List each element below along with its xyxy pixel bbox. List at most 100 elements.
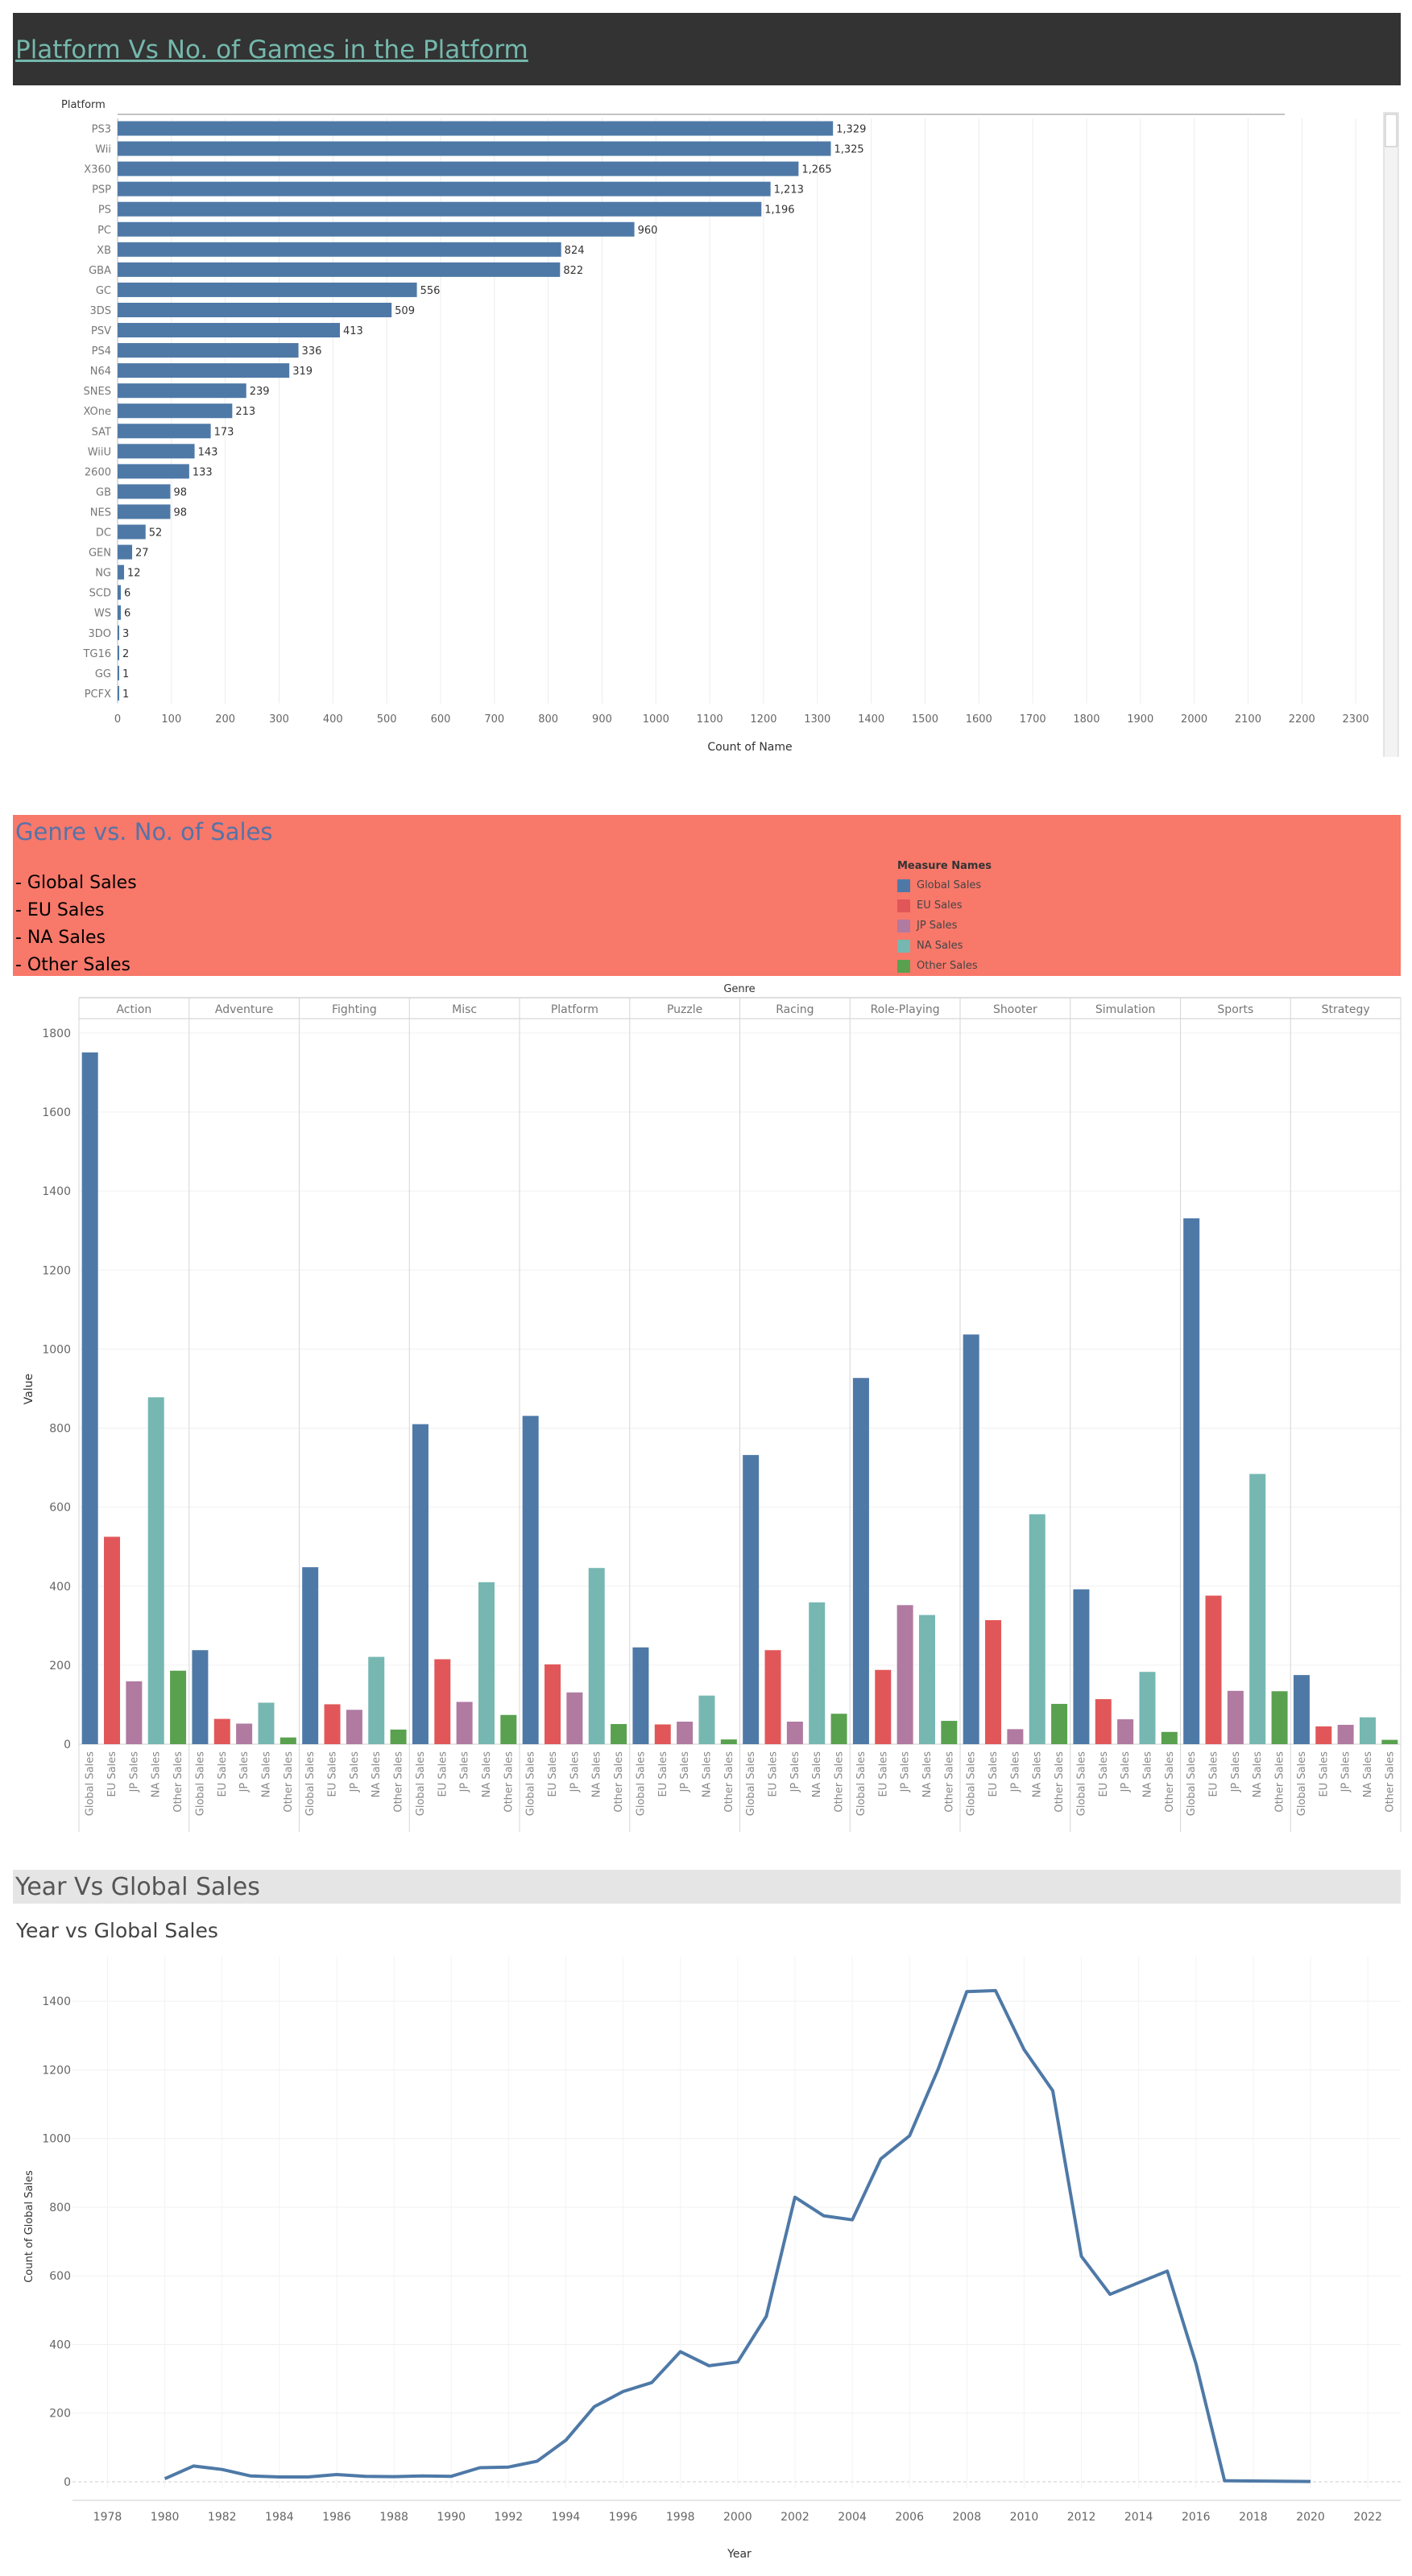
platform-bar[interactable] — [118, 262, 561, 277]
sales-bar[interactable] — [1183, 1218, 1200, 1744]
y-tick-label: 1400 — [42, 1995, 71, 2008]
sales-bar[interactable] — [280, 1737, 296, 1744]
sales-bar[interactable] — [1293, 1675, 1310, 1744]
global-sales-line[interactable] — [164, 1989, 1311, 2483]
legend-item-eu[interactable]: EU Sales — [897, 895, 992, 916]
platform-bar[interactable] — [118, 444, 195, 459]
sales-bar[interactable] — [611, 1723, 627, 1744]
sales-bar[interactable] — [236, 1723, 253, 1744]
sales-bar[interactable] — [1205, 1595, 1222, 1744]
sales-bar[interactable] — [81, 1052, 98, 1744]
sales-bar[interactable] — [1359, 1717, 1376, 1744]
sales-bar[interactable] — [1337, 1724, 1354, 1744]
sales-bar[interactable] — [346, 1710, 362, 1744]
sales-bar[interactable] — [1381, 1739, 1398, 1744]
sales-bar[interactable] — [1249, 1474, 1266, 1744]
sales-bar[interactable] — [698, 1695, 715, 1744]
sales-bar[interactable] — [258, 1702, 275, 1744]
platform-bar[interactable] — [118, 504, 171, 519]
sales-bar[interactable] — [1271, 1691, 1288, 1744]
sales-bar[interactable] — [104, 1536, 121, 1744]
sales-bar[interactable] — [654, 1724, 671, 1744]
sales-bar[interactable] — [456, 1701, 473, 1744]
sales-bar[interactable] — [1007, 1729, 1024, 1744]
sales-bar[interactable] — [412, 1424, 429, 1744]
legend-item-na[interactable]: NA Sales — [897, 936, 992, 956]
sales-bar[interactable] — [963, 1334, 979, 1744]
platform-header-title[interactable]: Platform Vs No. of Games in the Platform — [15, 35, 528, 64]
platform-bar[interactable] — [118, 323, 341, 338]
sales-bar[interactable] — [852, 1378, 869, 1744]
legend-item-jp[interactable]: JP Sales — [897, 916, 992, 936]
legend-item-global[interactable]: Global Sales — [897, 875, 992, 895]
sales-bar[interactable] — [786, 1722, 803, 1744]
sales-bar[interactable] — [875, 1669, 892, 1744]
sales-bar[interactable] — [390, 1729, 407, 1744]
sales-bar[interactable] — [677, 1722, 694, 1744]
sales-bar[interactable] — [324, 1704, 341, 1744]
platform-bar[interactable] — [118, 161, 799, 176]
sales-bar[interactable] — [545, 1664, 561, 1744]
sales-bar[interactable] — [743, 1454, 760, 1744]
legend-item-other[interactable]: Other Sales — [897, 956, 992, 976]
sales-bar[interactable] — [213, 1718, 230, 1744]
sales-bar[interactable] — [1227, 1690, 1244, 1744]
sales-bar[interactable] — [896, 1605, 913, 1744]
sales-bar[interactable] — [764, 1650, 781, 1744]
sales-bar[interactable] — [1117, 1719, 1134, 1744]
sales-bar[interactable] — [1095, 1699, 1112, 1744]
platform-bar[interactable] — [118, 585, 122, 600]
sales-bar[interactable] — [192, 1650, 209, 1744]
platform-bar[interactable] — [118, 363, 290, 378]
sales-bar[interactable] — [500, 1714, 517, 1744]
sales-bar[interactable] — [1315, 1726, 1332, 1744]
platform-bar[interactable] — [118, 605, 122, 620]
platform-bar[interactable] — [118, 302, 392, 317]
sales-bar[interactable] — [368, 1656, 385, 1744]
platform-bar[interactable] — [118, 141, 831, 156]
sales-bar[interactable] — [126, 1681, 143, 1744]
platform-bar[interactable] — [118, 282, 417, 297]
platform-bar[interactable] — [118, 403, 233, 419]
sales-bar[interactable] — [1073, 1589, 1090, 1744]
platform-bar[interactable] — [118, 625, 120, 640]
sales-bar[interactable] — [1139, 1672, 1156, 1744]
platform-bar[interactable] — [118, 221, 635, 237]
sales-bar[interactable] — [170, 1670, 187, 1744]
platform-bar-chart: Platform 0 100 200 300 400 500 600 700 800 900 1000… — [61, 99, 1399, 757]
platform-bar[interactable] — [118, 685, 119, 701]
sales-bar[interactable] — [918, 1615, 935, 1744]
platform-bar[interactable] — [118, 121, 834, 136]
sales-bar[interactable] — [302, 1567, 319, 1744]
platform-bar[interactable] — [118, 181, 771, 196]
platform-bar[interactable] — [118, 484, 171, 499]
platform-bar[interactable] — [118, 544, 133, 560]
sales-bar[interactable] — [809, 1602, 826, 1744]
platform-bar[interactable] — [118, 464, 189, 479]
scrollbar-thumb[interactable] — [1385, 114, 1398, 147]
platform-bar[interactable] — [118, 564, 125, 580]
sales-bar[interactable] — [632, 1647, 649, 1744]
platform-bar[interactable] — [118, 665, 119, 680]
sales-bar[interactable] — [566, 1692, 583, 1744]
sales-bar[interactable] — [1029, 1514, 1046, 1744]
sales-bar[interactable] — [588, 1568, 605, 1744]
sales-bar[interactable] — [1051, 1703, 1068, 1744]
platform-bar[interactable] — [118, 201, 762, 217]
platform-bar[interactable] — [118, 383, 246, 399]
sales-bar[interactable] — [941, 1721, 958, 1744]
scrollbar-track[interactable] — [1383, 112, 1399, 757]
platform-bar[interactable] — [118, 424, 211, 439]
platform-bar[interactable] — [118, 242, 561, 257]
sales-bar[interactable] — [478, 1582, 495, 1744]
sales-bar[interactable] — [720, 1739, 737, 1744]
sales-bar[interactable] — [147, 1397, 164, 1744]
platform-bar[interactable] — [118, 645, 119, 660]
sales-bar[interactable] — [830, 1714, 847, 1744]
sales-bar[interactable] — [522, 1416, 539, 1744]
sales-bar[interactable] — [985, 1619, 1002, 1744]
platform-bar[interactable] — [118, 343, 299, 358]
sales-bar[interactable] — [434, 1659, 451, 1744]
platform-bar[interactable] — [118, 524, 146, 540]
sales-bar[interactable] — [1161, 1731, 1178, 1744]
